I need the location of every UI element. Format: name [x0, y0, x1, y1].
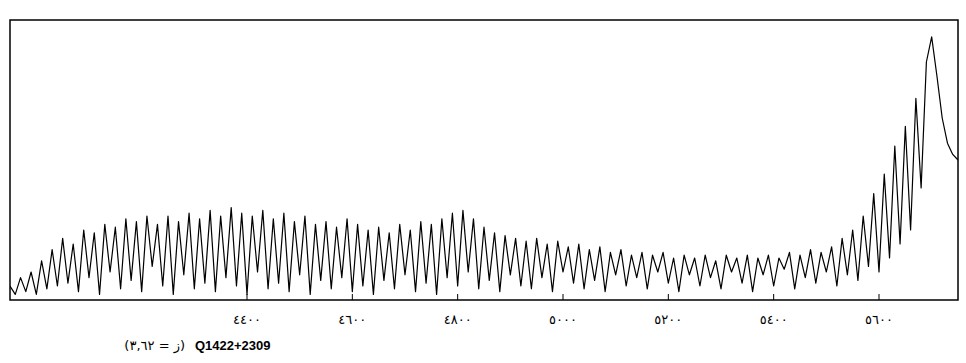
x-tick-label: ٤٨٠٠: [444, 312, 472, 327]
x-tick-label: ٤٤٠٠: [233, 312, 261, 327]
x-tick-label: ٥٦٠٠: [865, 312, 893, 327]
title: Q1422+2309: [195, 338, 271, 353]
x-tick: [879, 294, 880, 300]
x-tick-label: ٥٤٠٠: [760, 312, 788, 327]
x-tick-label: ٤٦٠٠: [338, 312, 366, 327]
x-tick-label: ٥٢٠٠: [654, 312, 682, 327]
x-tick: [773, 294, 774, 300]
plot-frame: [10, 20, 958, 300]
chart: ٤٤٠٠ ٤٦٠٠ ٤٨٠٠ ٥٠٠٠ ٥٢٠٠ ٥٤٠٠ ٥٦٠٠ (ز = ٣,٦٢) Q1…: [0, 0, 966, 363]
subtitle: (ز = ٣,٦٢): [124, 338, 185, 354]
spectrum-line: [10, 37, 958, 295]
x-tick: [457, 294, 458, 300]
plot-area: [10, 37, 958, 295]
x-tick: [563, 294, 564, 300]
x-tick: [352, 294, 353, 300]
x-tick-label: ٥٠٠٠: [549, 312, 577, 327]
x-tick: [668, 294, 669, 300]
